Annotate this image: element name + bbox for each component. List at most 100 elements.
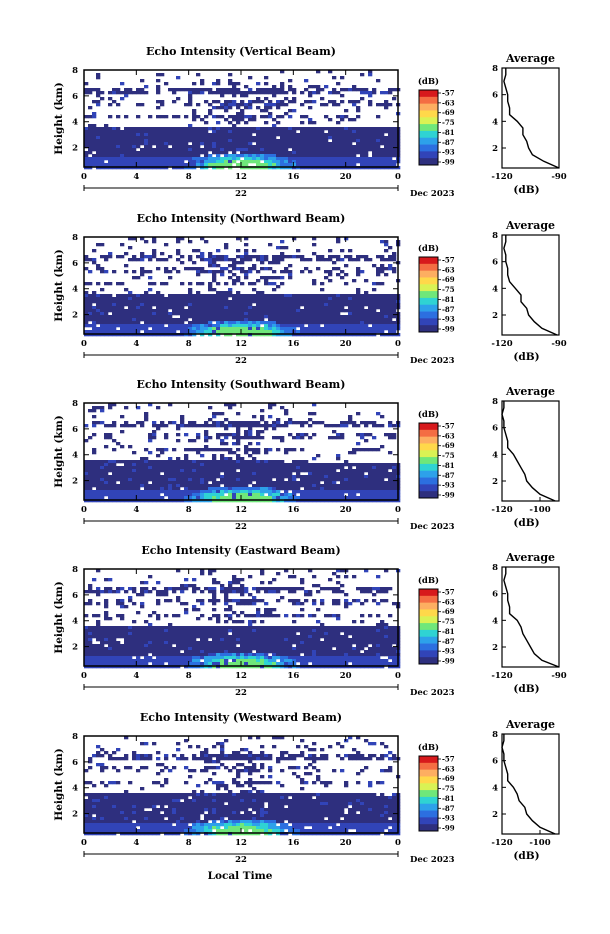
heatmap-cell [376,469,380,472]
heatmap-cell [364,496,368,499]
heatmap-cell [316,324,320,327]
heatmap-cell [332,572,336,575]
heatmap-cell [172,324,176,327]
heatmap-cell [328,255,332,258]
heatmap-cell [336,478,340,481]
heatmap-cell [192,608,196,611]
heatmap-cell [336,273,340,276]
heatmap-cell [328,127,332,130]
heatmap-cell [252,626,256,629]
heatmap-cell [184,454,188,457]
y-tick-label: 6 [72,92,78,102]
heatmap-cell [236,436,240,439]
heatmap-cell [264,463,268,466]
heatmap-cell [92,475,96,478]
heatmap-cell [144,629,148,632]
heatmap-cell [240,578,244,581]
heatmap-cell [244,629,248,632]
heatmap-cell [260,318,264,321]
heatmap-cell [336,267,340,270]
heatmap-cell [104,157,108,160]
heatmap-cell [316,318,320,321]
heatmap-cell [212,472,216,475]
heatmap-cell [252,599,256,602]
heatmap-cell [140,151,144,154]
heatmap-cell [228,154,232,157]
heatmap-cell [124,91,128,94]
heatmap-cell [176,475,180,478]
heatmap-cell [212,318,216,321]
heatmap-cell [296,481,300,484]
heatmap-cell [376,300,380,303]
heatmap-cell [340,100,344,103]
heatmap-cell [120,430,124,433]
heatmap-cell [136,294,140,297]
heatmap-cell [104,255,108,258]
heatmap-cell [200,629,204,632]
heatmap-cell [324,587,328,590]
heatmap-cell [108,490,112,493]
heatmap-cell [112,330,116,333]
heatmap-cell [156,424,160,427]
heatmap-cell [152,487,156,490]
heatmap-cell [284,130,288,133]
heatmap-cell [320,103,324,106]
heatmap-cell [224,481,228,484]
heatmap-cell [208,160,212,163]
heatmap-cell [232,487,236,490]
heatmap-cell [216,157,220,160]
profile-y-tick-label: 8 [492,397,498,407]
heatmap-cell [212,324,216,327]
heatmap-cell [264,133,268,136]
heatmap-cell [232,282,236,285]
heatmap-cell [188,255,192,258]
heatmap-cell [284,297,288,300]
heatmap-cell [216,258,220,261]
heatmap-cell [132,590,136,593]
heatmap-cell [232,100,236,103]
heatmap-cell [348,330,352,333]
heatmap-cell [388,145,392,148]
heatmap-cell [336,472,340,475]
heatmap-cell [120,163,124,166]
heatmap-cell [120,243,124,246]
heatmap-cell [320,493,324,496]
heatmap-cell [284,424,288,427]
heatmap-cell [308,121,312,124]
heatmap-cell [244,151,248,154]
heatmap-cell [208,436,212,439]
heatmap-cell [332,142,336,145]
heatmap-cell [292,91,296,94]
heatmap-cell [180,626,184,629]
heatmap-cell [228,481,232,484]
heatmap-cell [284,145,288,148]
heatmap-cell [392,327,396,330]
heatmap-cell [264,303,268,306]
heatmap-cell [208,487,212,490]
heatmap-cell [108,478,112,481]
heatmap-cell [216,312,220,315]
heatmap-cell [276,127,280,130]
heatmap-cell [152,469,156,472]
heatmap-cell [156,321,160,324]
heatmap-cell [236,330,240,333]
heatmap-cell [196,103,200,106]
heatmap-cell [220,475,224,478]
heatmap-cell [128,145,132,148]
heatmap-cell [188,626,192,629]
heatmap-cell [388,463,392,466]
heatmap-cell [160,475,164,478]
heatmap-cell [184,157,188,160]
heatmap-cell [340,321,344,324]
heatmap-cell [136,306,140,309]
heatmap-cell [220,160,224,163]
heatmap-cell [96,312,100,315]
heatmap-cell [216,318,220,321]
heatmap-cell [272,163,276,166]
heatmap-cell [184,267,188,270]
heatmap-cell [220,258,224,261]
heatmap-cell [192,629,196,632]
heatmap-cell [128,481,132,484]
heatmap-cell [312,433,316,436]
heatmap-cell [116,478,120,481]
